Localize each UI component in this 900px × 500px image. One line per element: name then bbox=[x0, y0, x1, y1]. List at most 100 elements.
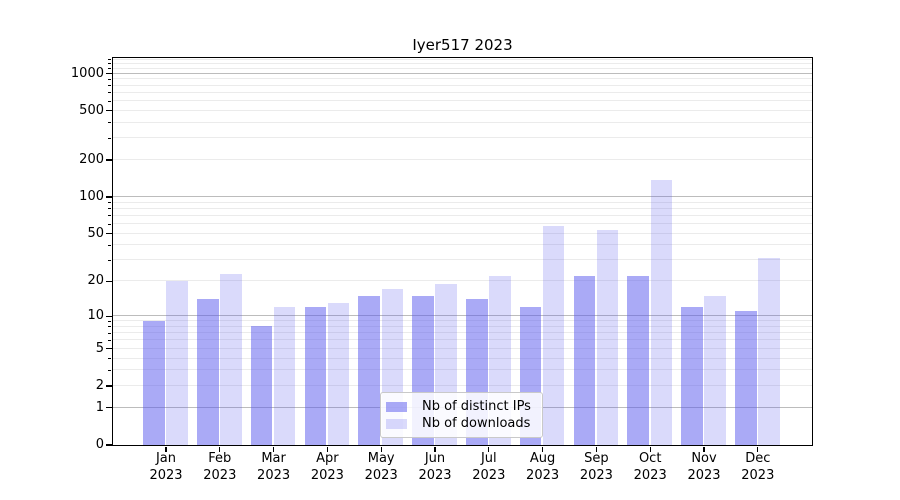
x-tick-dec bbox=[757, 446, 759, 452]
y-minortick-3 bbox=[108, 369, 112, 371]
gridline-minor-6 bbox=[112, 339, 812, 341]
y-tick-label-20: 20 bbox=[87, 273, 104, 289]
x-tick-label-dec: Dec 2023 bbox=[726, 451, 790, 484]
y-minortick-1300 bbox=[108, 59, 112, 61]
y-tick-5 bbox=[106, 348, 112, 350]
gridline-minor-400 bbox=[112, 121, 812, 123]
x-label-year: 2023 bbox=[149, 467, 183, 483]
gridline-minor-4 bbox=[112, 357, 812, 359]
x-tick-jun bbox=[434, 446, 436, 452]
x-tick-sep bbox=[595, 446, 597, 452]
gridline-minor-900 bbox=[112, 78, 812, 80]
x-tick-label-jun: Jun 2023 bbox=[403, 451, 467, 484]
x-tick-label-feb: Feb 2023 bbox=[188, 451, 252, 484]
gridline-minor-800 bbox=[112, 84, 812, 86]
y-minortick-70 bbox=[108, 215, 112, 217]
x-label-year: 2023 bbox=[579, 467, 613, 483]
x-label-month: Nov bbox=[691, 451, 717, 466]
y-minortick-90 bbox=[108, 202, 112, 204]
y-minortick-300 bbox=[108, 137, 112, 139]
gridline-minor-500 bbox=[112, 109, 812, 111]
bar-downloads-dec bbox=[758, 258, 780, 445]
y-tick-20 bbox=[106, 280, 112, 282]
gridline-minor-700 bbox=[112, 91, 812, 93]
gridline-minor-30 bbox=[112, 259, 812, 261]
y-minortick-1200 bbox=[108, 63, 112, 65]
y-tick-100 bbox=[106, 196, 112, 198]
legend: Nb of distinct IPs Nb of downloads bbox=[380, 392, 543, 438]
gridline-minor-8 bbox=[112, 325, 812, 327]
x-label-year: 2023 bbox=[687, 467, 721, 483]
bar-distinct-ips-feb bbox=[197, 298, 219, 445]
bar-downloads-mar bbox=[273, 306, 296, 445]
gridline-minor-70 bbox=[112, 214, 812, 216]
bar-distinct-ips-apr bbox=[304, 306, 327, 445]
gridline-minor-1200 bbox=[112, 62, 812, 64]
x-label-month: Jan bbox=[155, 451, 177, 466]
x-tick-oct bbox=[649, 446, 651, 452]
x-tick-label-mar: Mar 2023 bbox=[242, 451, 306, 484]
x-label-year: 2023 bbox=[633, 467, 667, 483]
y-minortick-800 bbox=[108, 85, 112, 87]
gridline-minor-1300 bbox=[112, 58, 812, 60]
y-minortick-7 bbox=[108, 332, 112, 334]
x-tick-feb bbox=[219, 446, 221, 452]
y-tick-label-10: 10 bbox=[87, 308, 104, 324]
x-tick-apr bbox=[326, 446, 328, 452]
y-tick-label-1000: 1000 bbox=[70, 65, 104, 81]
x-label-year: 2023 bbox=[472, 467, 506, 483]
y-tick-0 bbox=[106, 444, 112, 446]
x-tick-label-aug: Aug 2023 bbox=[511, 451, 575, 484]
x-label-month: Aug bbox=[529, 451, 556, 466]
gridline-minor-3 bbox=[112, 369, 812, 371]
y-minortick-1100 bbox=[108, 68, 112, 70]
bar-downloads-oct bbox=[650, 180, 672, 445]
legend-swatch-downloads bbox=[386, 418, 407, 429]
gridline-minor-9 bbox=[112, 320, 812, 322]
bar-distinct-ips-mar bbox=[250, 326, 273, 445]
gridline-minor-40 bbox=[112, 244, 812, 246]
gridline-minor-200 bbox=[112, 158, 812, 160]
y-minortick-6 bbox=[108, 339, 112, 341]
x-label-month: Dec bbox=[745, 451, 771, 466]
gridline-major-100 bbox=[112, 195, 812, 197]
gridline-minor-90 bbox=[112, 201, 812, 203]
y-tick-label-100: 100 bbox=[79, 188, 104, 204]
x-label-month: Jul bbox=[480, 451, 497, 466]
legend-entry-downloads: Nb of downloads bbox=[386, 415, 534, 432]
y-tick-label-2: 2 bbox=[95, 377, 104, 393]
gridline-major-10 bbox=[112, 315, 812, 317]
x-tick-mar bbox=[273, 446, 275, 452]
gridline-minor-20 bbox=[112, 280, 812, 282]
y-tick-label-1: 1 bbox=[95, 399, 104, 415]
x-label-year: 2023 bbox=[364, 467, 398, 483]
legend-label-downloads: Nb of downloads bbox=[422, 416, 531, 431]
x-label-month: Feb bbox=[208, 451, 232, 466]
y-minortick-400 bbox=[108, 122, 112, 124]
y-tick-1000 bbox=[106, 73, 112, 75]
y-minortick-9 bbox=[108, 320, 112, 322]
bar-downloads-nov bbox=[704, 295, 726, 445]
gridline-minor-600 bbox=[112, 100, 812, 102]
legend-label-distinct-ips: Nb of distinct IPs bbox=[422, 399, 531, 414]
x-tick-jan bbox=[165, 446, 167, 452]
x-label-year: 2023 bbox=[418, 467, 452, 483]
y-minortick-900 bbox=[108, 78, 112, 80]
gridline-minor-60 bbox=[112, 223, 812, 225]
bar-downloads-apr bbox=[327, 302, 350, 445]
x-label-month: Sep bbox=[584, 451, 609, 466]
bar-downloads-sep bbox=[596, 230, 619, 445]
bar-distinct-ips-dec bbox=[735, 310, 757, 445]
y-tick-2 bbox=[106, 385, 112, 387]
y-tick-label-200: 200 bbox=[79, 151, 104, 167]
y-minortick-40 bbox=[108, 244, 112, 246]
gridline-major-1000 bbox=[112, 72, 812, 74]
x-label-month: Jun bbox=[424, 451, 446, 466]
bar-distinct-ips-nov bbox=[681, 306, 703, 445]
bar-downloads-aug bbox=[542, 226, 565, 445]
x-tick-aug bbox=[542, 446, 544, 452]
bar-distinct-ips-sep bbox=[573, 276, 596, 445]
legend-swatch-distinct-ips bbox=[386, 401, 407, 412]
gridline-minor-2 bbox=[112, 384, 812, 386]
